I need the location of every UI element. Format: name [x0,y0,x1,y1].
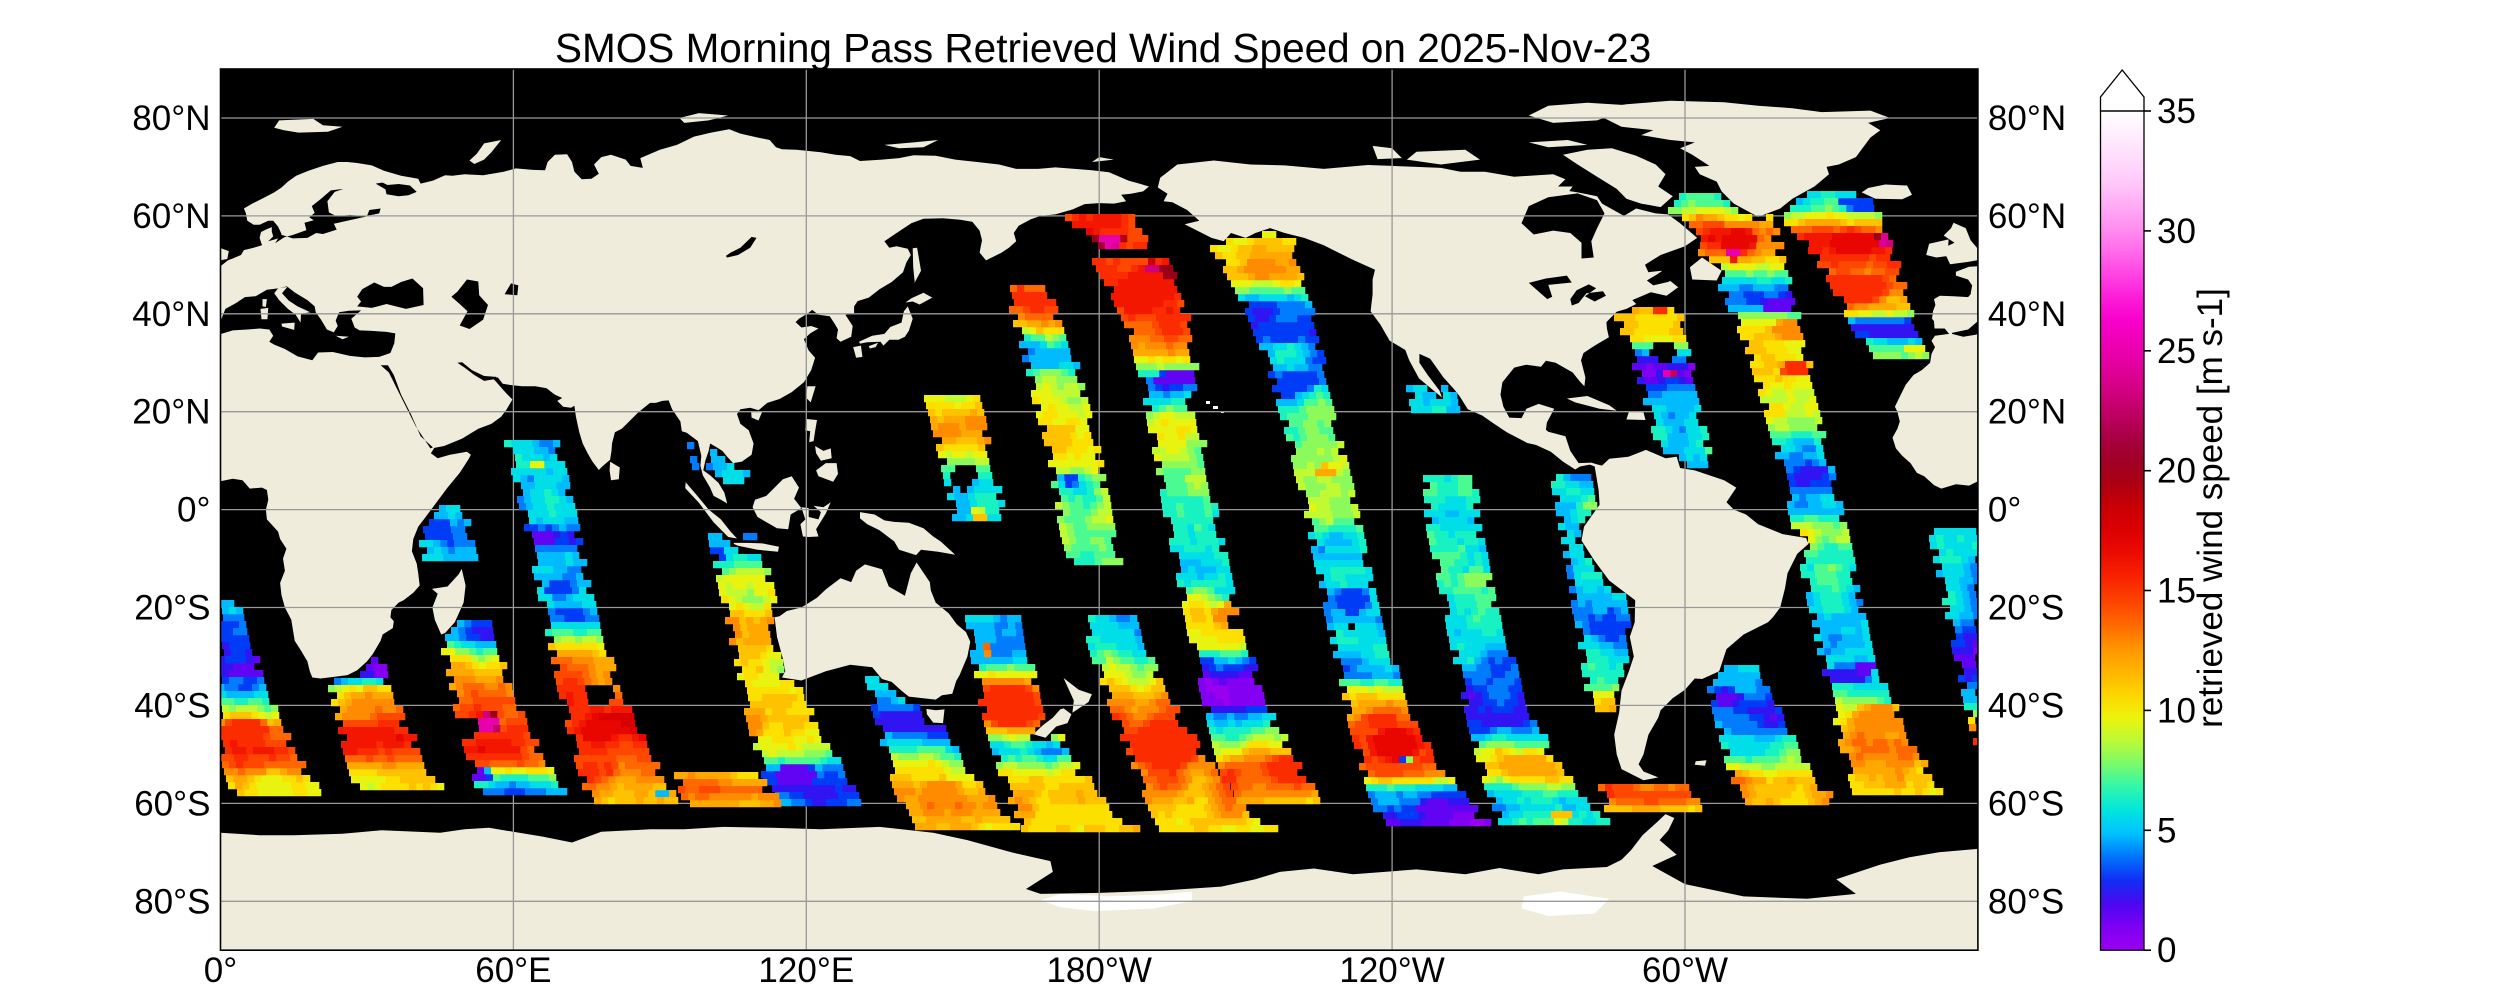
svg-text:0°: 0° [204,951,237,990]
svg-text:80°S: 80°S [134,882,210,921]
svg-text:120°W: 120°W [1339,951,1444,990]
svg-text:60°S: 60°S [134,784,210,823]
svg-text:20°S: 20°S [1988,589,2064,628]
svg-text:retrieved wind speed [m s-1]: retrieved wind speed [m s-1] [2191,288,2230,728]
svg-text:60°N: 60°N [132,197,210,236]
svg-text:40°N: 40°N [1988,295,2066,334]
svg-text:40°N: 40°N [132,295,210,334]
svg-text:0°: 0° [1988,491,2021,530]
svg-text:80°N: 80°N [132,99,210,138]
svg-text:30: 30 [2157,212,2196,251]
svg-text:60°E: 60°E [475,951,551,990]
svg-text:20°N: 20°N [1988,393,2066,432]
svg-text:25: 25 [2157,332,2196,371]
svg-text:35: 35 [2157,92,2196,131]
svg-text:80°N: 80°N [1988,99,2066,138]
svg-text:60°N: 60°N [1988,197,2066,236]
svg-text:120°E: 120°E [758,951,854,990]
svg-text:0°: 0° [177,491,210,530]
svg-text:10: 10 [2157,691,2196,730]
svg-text:180°W: 180°W [1046,951,1151,990]
svg-text:40°S: 40°S [1988,686,2064,725]
svg-text:20°S: 20°S [134,589,210,628]
svg-text:SMOS Morning Pass Retrieved Wi: SMOS Morning Pass Retrieved Wind Speed o… [555,25,1651,71]
svg-text:5: 5 [2157,811,2176,850]
svg-text:15: 15 [2157,572,2196,611]
svg-text:40°S: 40°S [134,686,210,725]
svg-text:80°S: 80°S [1988,882,2064,921]
svg-text:20: 20 [2157,452,2196,491]
svg-text:60°S: 60°S [1988,784,2064,823]
svg-text:0: 0 [2157,931,2176,970]
svg-text:60°W: 60°W [1642,951,1728,990]
svg-text:20°N: 20°N [132,393,210,432]
